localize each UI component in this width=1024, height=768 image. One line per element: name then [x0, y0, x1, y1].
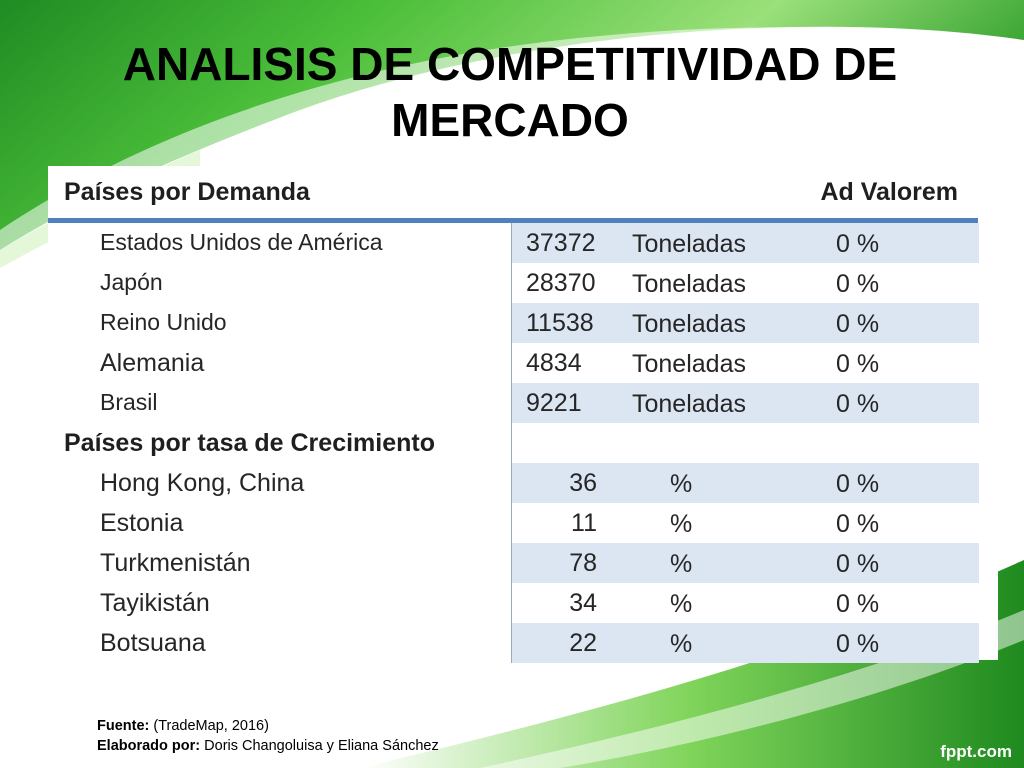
table-row: Botsuana 22 % 0 % [48, 623, 979, 663]
author-value: Doris Changoluisa y Eliana Sánchez [200, 738, 439, 754]
unit-label: % [670, 630, 693, 658]
growth-value: 78 [569, 549, 597, 577]
slide-title: ANALISIS DE COMPETITIVIDAD DE MERCADO [122, 38, 898, 146]
ad-valorem-value: 0 % [836, 230, 880, 258]
data-cell: 22 % 0 % [511, 623, 979, 663]
growth-value: 22 [569, 629, 597, 657]
country-name: Botsuana [100, 629, 206, 657]
data-cell: 37372 Toneladas 0 % [511, 223, 979, 263]
header-ad-valorem: Ad Valorem [820, 178, 958, 206]
competitiveness-table: Países por Demanda Ad Valorem Estados Un… [48, 166, 998, 663]
data-cell: 4834 Toneladas 0 % [511, 343, 979, 383]
demand-value: 4834 [526, 349, 582, 377]
ad-valorem-value: 0 % [836, 590, 880, 618]
demand-value: 11538 [526, 309, 594, 337]
unit-label: Toneladas [632, 270, 746, 298]
source-footer: Fuente: (TradeMap, 2016) Elaborado por: … [97, 716, 439, 756]
unit-label: % [670, 470, 693, 498]
country-name: Estados Unidos de América [100, 229, 383, 255]
country-name: Tayikistán [100, 589, 210, 617]
data-cell: 36 % 0 % [511, 463, 979, 503]
header-demand-countries: Países por Demanda [64, 178, 310, 206]
demand-value: 37372 [526, 229, 596, 257]
ad-valorem-value: 0 % [836, 630, 880, 658]
table-row: Reino Unido 11538 Toneladas 0 % [48, 303, 979, 343]
growth-value: 34 [569, 589, 597, 617]
unit-label: % [670, 550, 693, 578]
ad-valorem-value: 0 % [836, 510, 880, 538]
table-row: Alemania 4834 Toneladas 0 % [48, 343, 979, 383]
demand-value: 9221 [526, 389, 582, 417]
table-row: Estados Unidos de América 37372 Tonelada… [48, 223, 979, 263]
growth-value: 36 [569, 469, 597, 497]
ad-valorem-value: 0 % [836, 350, 880, 378]
unit-label: Toneladas [632, 350, 746, 378]
country-name: Japón [100, 269, 163, 295]
author-line: Elaborado por: Doris Changoluisa y Elian… [97, 736, 439, 756]
table-body: Estados Unidos de América 37372 Tonelada… [48, 223, 979, 663]
author-label: Elaborado por: [97, 738, 201, 754]
table-row: Turkmenistán 78 % 0 % [48, 543, 979, 583]
table-header: Países por Demanda Ad Valorem [48, 166, 978, 223]
table-row: Estonia 11 % 0 % [48, 503, 979, 543]
unit-label: Toneladas [632, 230, 746, 258]
table-row: Japón 28370 Toneladas 0 % [48, 263, 979, 303]
data-cell: 11 % 0 % [511, 503, 979, 543]
table-row: Brasil 9221 Toneladas 0 % [48, 383, 979, 423]
growth-section-label: Países por tasa de Crecimiento [64, 429, 435, 457]
country-name: Reino Unido [100, 309, 227, 335]
data-cell: 34 % 0 % [511, 583, 979, 623]
country-name: Brasil [100, 389, 158, 415]
data-cell: 78 % 0 % [511, 543, 979, 583]
ad-valorem-value: 0 % [836, 270, 880, 298]
country-name: Hong Kong, China [100, 469, 305, 497]
country-name: Alemania [100, 349, 205, 377]
ad-valorem-value: 0 % [836, 390, 880, 418]
ad-valorem-value: 0 % [836, 310, 880, 338]
fppt-logo: fppt.com [940, 742, 1012, 761]
data-cell: 28370 Toneladas 0 % [511, 263, 979, 303]
ad-valorem-value: 0 % [836, 550, 880, 578]
table-row: Hong Kong, China 36 % 0 % [48, 463, 979, 503]
unit-label: % [670, 590, 693, 618]
growth-value: 11 [571, 509, 597, 537]
source-value: (TradeMap, 2016) [149, 718, 269, 734]
unit-label: Toneladas [632, 310, 746, 338]
data-cell [511, 423, 979, 463]
growth-section-header: Países por tasa de Crecimiento [48, 423, 979, 463]
country-name: Estonia [100, 509, 184, 537]
country-name: Turkmenistán [100, 549, 251, 577]
unit-label: % [670, 510, 693, 538]
data-cell: 9221 Toneladas 0 % [511, 383, 979, 423]
source-label: Fuente: [97, 718, 150, 734]
ad-valorem-value: 0 % [836, 470, 880, 498]
unit-label: Toneladas [632, 390, 746, 418]
data-cell: 11538 Toneladas 0 % [511, 303, 979, 343]
source-line: Fuente: (TradeMap, 2016) [97, 716, 439, 736]
demand-value: 28370 [526, 269, 596, 297]
table-row: Tayikistán 34 % 0 % [48, 583, 979, 623]
